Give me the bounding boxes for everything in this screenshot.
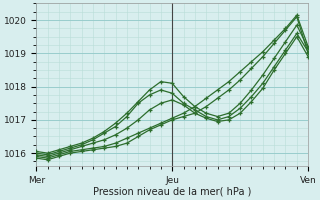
X-axis label: Pression niveau de la mer( hPa ): Pression niveau de la mer( hPa ) bbox=[93, 187, 252, 197]
